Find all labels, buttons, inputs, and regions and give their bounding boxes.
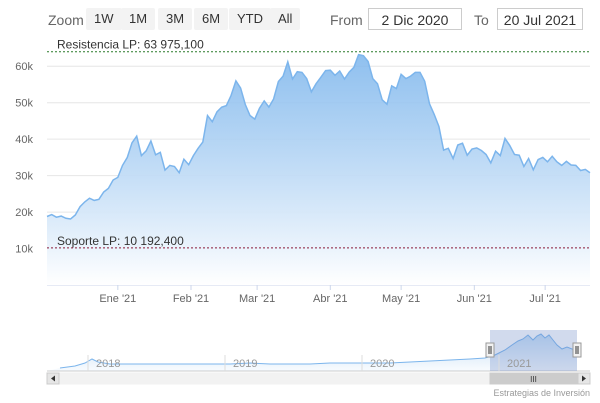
y-tick-label: 60k (15, 61, 33, 73)
y-tick-label: 50k (15, 98, 33, 110)
navigator[interactable]: 2018 2019 2020 2021 (47, 329, 590, 372)
from-label: From (330, 12, 363, 28)
x-tick-label: Jun '21 (457, 293, 492, 305)
scrollbar-thumb[interactable] (489, 372, 578, 385)
navigator-mask[interactable] (490, 330, 577, 371)
credits-label: Estrategias de Inversión (493, 388, 590, 398)
zoom-label: Zoom (48, 12, 84, 28)
x-tick-label: Feb '21 (173, 293, 209, 305)
scrollbar[interactable]: III (46, 372, 591, 385)
to-label: To (474, 12, 489, 28)
series-layer (46, 53, 591, 285)
zoom-3m-button[interactable]: 3M (158, 8, 193, 30)
scrollbar-grip-icon: III (530, 375, 537, 384)
y-tick-label: 40k (15, 134, 33, 146)
navigator-label-2018: 2018 (96, 358, 120, 370)
navigator-label-2020: 2020 (370, 358, 394, 370)
x-tick-label: Mar '21 (239, 293, 275, 305)
y-axis: 10k 20k 30k 40k 50k 60k (15, 61, 33, 255)
x-tick-label: May '21 (382, 293, 420, 305)
series-area (47, 54, 590, 285)
zoom-1w-button[interactable]: 1W (86, 8, 122, 30)
from-date-input[interactable]: 2 Dic 2020 (368, 8, 462, 30)
plot-lines: Resistencia LP: 63 975,100 Soporte LP: 10… (47, 38, 590, 249)
y-tick-label: 20k (15, 207, 33, 219)
navigator-series-line (59, 333, 578, 369)
x-tick-label: Ene '21 (99, 293, 136, 305)
resistance-label: Resistencia LP: 63 975,100 (57, 38, 204, 52)
navigator-series-area (47, 334, 577, 371)
zoom-ytd-button[interactable]: YTD (229, 8, 271, 30)
navigator-right-handle[interactable] (572, 342, 582, 358)
navigator-label-2019: 2019 (233, 358, 257, 370)
navigator-left-handle[interactable] (485, 342, 495, 358)
chevron-left-icon (51, 375, 55, 382)
navigator-label-2021: 2021 (507, 358, 531, 370)
to-date-input[interactable]: 20 Jul 2021 (497, 8, 583, 30)
y-tick-label: 10k (15, 244, 33, 256)
x-axis: Ene '21 Feb '21 Mar '21 Abr '21 May '21 Jun '… (47, 284, 590, 305)
x-tick-label: Jul '21 (529, 293, 560, 305)
chevron-right-icon (582, 375, 586, 382)
y-tick-label: 30k (15, 171, 33, 183)
range-selector-toolbar: Zoom 1W 1M 3M 6M YTD All From 2 Dic 2020… (0, 0, 600, 38)
zoom-all-button[interactable]: All (270, 8, 301, 30)
zoom-1m-button[interactable]: 1M (121, 8, 156, 30)
zoom-6m-button[interactable]: 6M (194, 8, 229, 30)
support-label: Soporte LP: 10 192,400 (57, 234, 184, 248)
x-tick-label: Abr '21 (313, 293, 348, 305)
series-line (46, 53, 591, 220)
